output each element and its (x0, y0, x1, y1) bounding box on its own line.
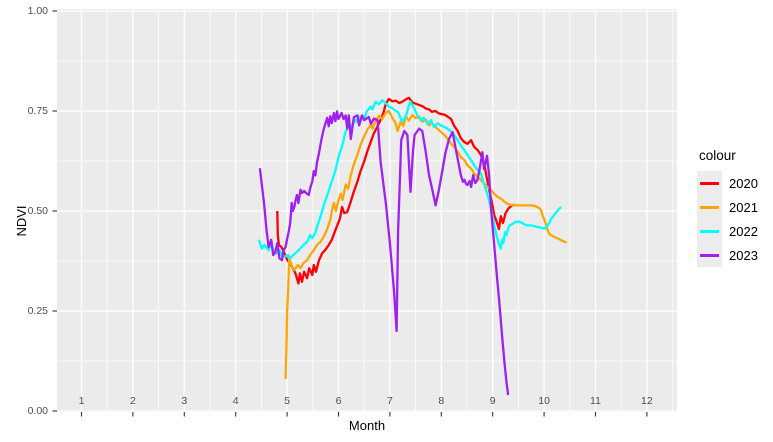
legend-entry-2020: 2020 (697, 171, 758, 195)
series-line-2022 (257, 99, 562, 260)
legend-key-swatch (697, 219, 722, 243)
x-tick-label: 3 (181, 395, 188, 407)
x-tick-label: 2 (129, 395, 136, 407)
legend-entries: 2020 2021 2022 2023 (697, 171, 758, 267)
x-tick-label: 4 (232, 395, 239, 407)
x-tick-label: 11 (590, 395, 601, 407)
legend-label: 2021 (729, 199, 758, 215)
x-tick-label: 1 (78, 395, 85, 407)
x-axis-title: Month (348, 418, 386, 433)
y-tick-label: 1.00 (27, 5, 48, 17)
series-line-2020 (276, 96, 515, 285)
legend-entry-2022: 2022 (697, 219, 758, 243)
legend-label: 2020 (729, 175, 758, 191)
x-tick-label: 5 (284, 395, 291, 407)
legend-title: colour (699, 148, 736, 163)
series-line-2023 (258, 110, 510, 396)
y-tick-label: 0.50 (27, 205, 48, 217)
x-tick-label: 9 (489, 395, 496, 407)
legend-key-swatch (697, 171, 722, 195)
legend-label: 2022 (729, 223, 758, 239)
legend-key-swatch (697, 195, 722, 219)
y-tick-label: 0.75 (27, 105, 48, 117)
legend: colour 2020 2021 2022 2023 (697, 148, 758, 267)
series-line-2021 (284, 109, 568, 380)
legend-label: 2023 (729, 247, 758, 263)
legend-entry-2023: 2023 (697, 243, 758, 267)
legend-key-line (700, 253, 719, 257)
legend-key-line (700, 181, 719, 185)
legend-key-line (700, 229, 719, 233)
x-tick-label: 12 (641, 395, 653, 407)
x-tick-label: 8 (438, 395, 445, 407)
y-tick-label: 0.00 (27, 405, 48, 417)
x-tick-label: 10 (538, 395, 550, 407)
x-tick-label: 6 (335, 395, 342, 407)
y-tick-label: 0.25 (27, 305, 48, 317)
legend-key-line (700, 205, 719, 209)
legend-entry-2021: 2021 (697, 195, 758, 219)
x-tick-label: 7 (386, 395, 393, 407)
legend-key-swatch (697, 243, 722, 267)
